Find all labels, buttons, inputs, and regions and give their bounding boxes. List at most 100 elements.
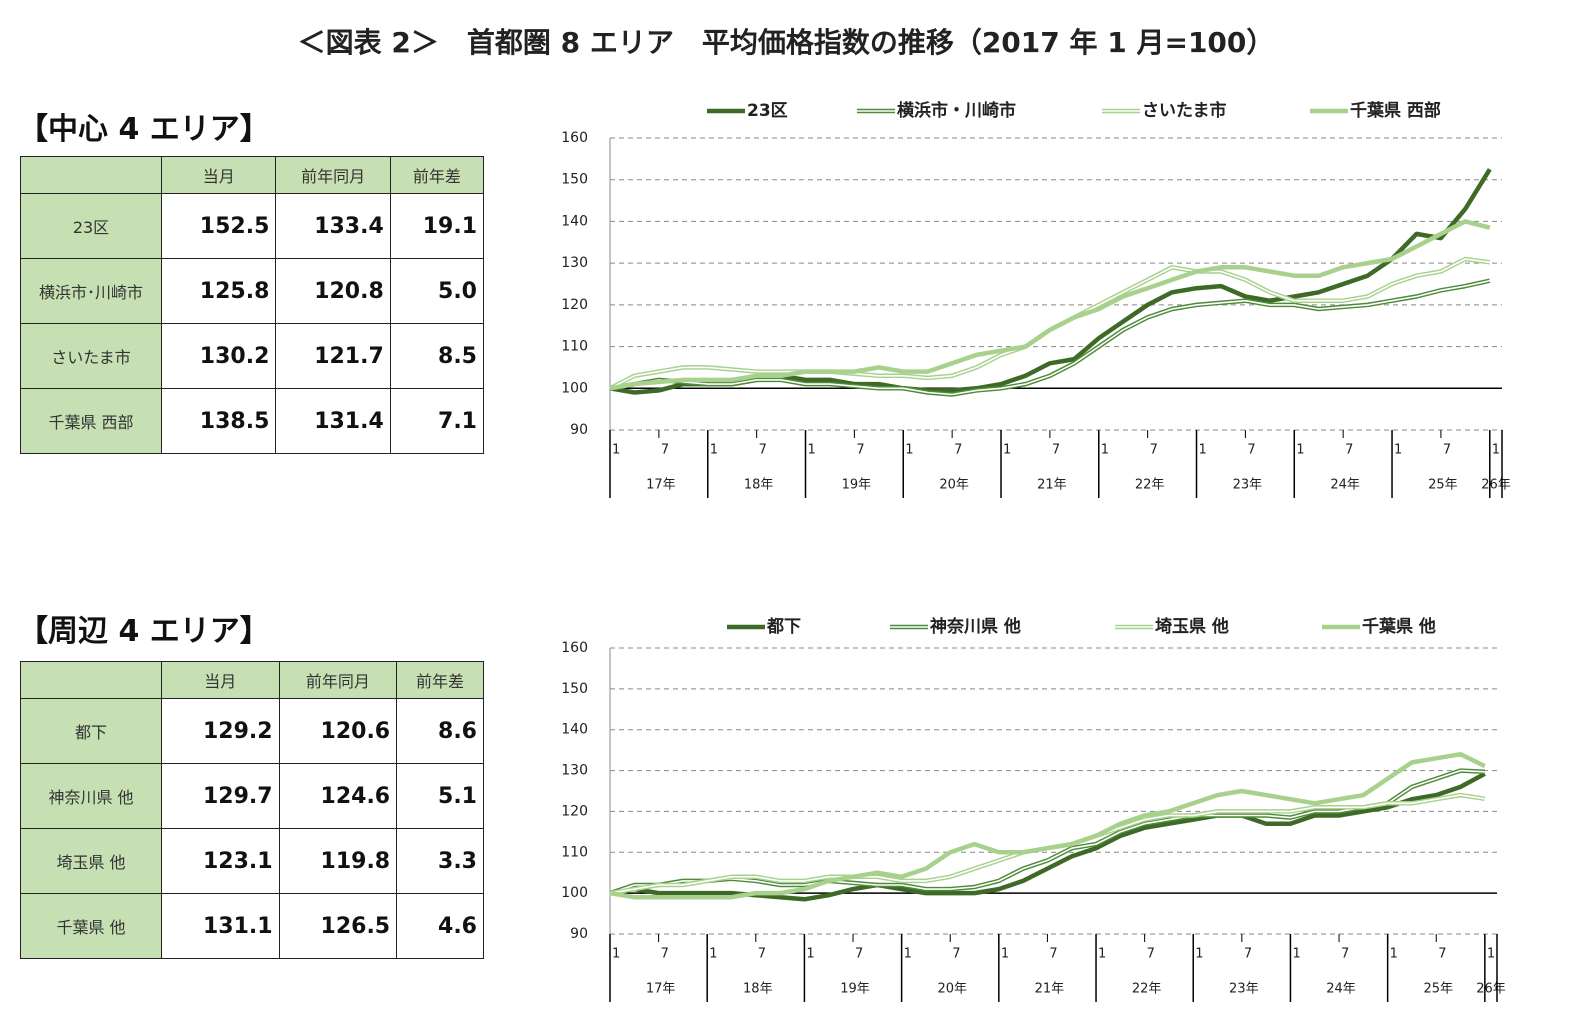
table-row: 神奈川県 他 129.7 124.6 5.1	[20, 763, 484, 829]
table-row: 横浜市･川崎市 125.8 120.8 5.0	[20, 258, 485, 324]
x-tick-label: 7	[856, 443, 864, 458]
value-cell: 8.6	[396, 698, 484, 764]
row-label: さいたま市	[20, 323, 162, 389]
y-tick-label: 110	[561, 339, 588, 355]
legend-label: 神奈川県 他	[930, 616, 1021, 637]
x-tick-label: 7	[759, 443, 767, 458]
y-tick-label: 100	[561, 380, 588, 396]
header-row: 当月 前年同月 前年差	[20, 156, 485, 194]
year-label: 26年	[1476, 982, 1506, 997]
row-label: 千葉県 他	[20, 893, 162, 959]
data-table: 当月 前年同月 前年差 都下 129.2 120.6 8.6 神奈川県 他 129.7 124.6…	[20, 661, 484, 959]
header-cell: 前年同月	[278, 661, 398, 699]
value-cell: 121.7	[275, 323, 391, 389]
legend-label: 千葉県 他	[1362, 616, 1436, 637]
value-cell: 7.1	[389, 388, 485, 454]
y-tick-label: 130	[561, 763, 588, 779]
year-label: 18年	[743, 982, 773, 997]
y-tick-label: 150	[561, 172, 588, 188]
x-tick-label: 1	[1487, 947, 1495, 962]
legend-label: 埼玉県 他	[1155, 616, 1229, 637]
x-tick-label: 7	[661, 443, 669, 458]
series-line-inner	[609, 769, 1485, 894]
x-tick-label: 1	[904, 947, 912, 962]
table-row: 千葉県 他 131.1 126.5 4.6	[20, 893, 484, 959]
y-tick-label: 110	[561, 844, 588, 860]
year-label: 22年	[1132, 982, 1162, 997]
value-cell: 131.1	[161, 893, 280, 959]
series-line	[609, 751, 1486, 900]
header-row: 当月 前年同月 前年差	[20, 661, 484, 699]
legend-label: 23区	[747, 101, 788, 121]
year-label: 19年	[840, 982, 870, 997]
x-tick-label: 1	[1390, 947, 1398, 962]
legend-label: さいたま市	[1142, 100, 1227, 121]
series-line	[609, 219, 1491, 391]
x-tick-label: 7	[1244, 947, 1252, 962]
x-tick-label: 7	[1049, 947, 1057, 962]
value-cell: 3.3	[396, 828, 484, 894]
y-tick-label: 150	[561, 681, 588, 697]
row-label: 都下	[20, 698, 162, 764]
y-tick-label: 140	[561, 722, 588, 738]
value-cell: 125.8	[160, 258, 277, 324]
x-tick-label: 1	[709, 947, 717, 962]
series-line-inner	[609, 279, 1490, 396]
x-tick-label: 1	[1003, 443, 1011, 458]
year-label: 21年	[1035, 982, 1065, 997]
y-tick-label: 90	[570, 926, 588, 942]
year-label: 24年	[1326, 982, 1356, 997]
x-tick-label: 1	[1492, 443, 1500, 458]
year-label: 25年	[1428, 478, 1458, 493]
row-label: 23区	[20, 193, 162, 259]
x-tick-label: 1	[612, 443, 620, 458]
series-line	[609, 168, 1492, 395]
y-tick-label: 120	[561, 297, 588, 313]
x-tick-label: 1	[710, 443, 718, 458]
value-cell: 129.2	[161, 698, 280, 764]
header-cell: 前年同月	[275, 156, 391, 194]
x-tick-label: 7	[1247, 443, 1255, 458]
y-tick-label: 160	[561, 130, 588, 146]
value-cell: 19.1	[389, 193, 485, 259]
y-tick-label: 160	[561, 640, 588, 656]
legend-label: 千葉県 西部	[1350, 100, 1441, 121]
year-label: 20年	[937, 982, 967, 997]
x-tick-label: 7	[1150, 443, 1158, 458]
value-cell: 123.1	[161, 828, 280, 894]
header-cell: 前年差	[389, 156, 485, 194]
year-label: 18年	[744, 478, 774, 493]
value-cell: 120.6	[278, 698, 398, 764]
table-row: 埼玉県 他 123.1 119.8 3.3	[20, 828, 484, 894]
page-title: ＜図表 2＞ 首都圏 8 エリア 平均価格指数の推移（2017 年 1 月=10…	[298, 26, 1275, 59]
year-label: 17年	[646, 478, 676, 493]
value-cell: 131.4	[275, 388, 391, 454]
value-cell: 126.5	[278, 893, 398, 959]
x-tick-label: 1	[1001, 947, 1009, 962]
value-cell: 4.6	[396, 893, 484, 959]
y-tick-label: 140	[561, 213, 588, 229]
year-label: 17年	[646, 982, 676, 997]
x-tick-label: 7	[758, 947, 766, 962]
x-tick-label: 1	[1292, 947, 1300, 962]
lines	[608, 168, 1492, 397]
x-tick-label: 1	[808, 443, 816, 458]
section-heading: 【周辺 4 エリア】	[18, 614, 270, 649]
x-tick-label: 7	[1147, 947, 1155, 962]
value-cell: 138.5	[160, 388, 277, 454]
year-label: 24年	[1330, 478, 1360, 493]
x-tick-label: 1	[1394, 443, 1402, 458]
y-tick-label: 90	[570, 422, 588, 438]
x-tick-label: 7	[952, 947, 960, 962]
year-label: 21年	[1037, 478, 1067, 493]
value-cell: 152.5	[160, 193, 277, 259]
x-tick-label: 1	[612, 947, 620, 962]
legend-label: 都下	[766, 616, 801, 637]
x-tick-label: 1	[1199, 443, 1207, 458]
value-cell: 129.7	[161, 763, 280, 829]
section-heading: 【中心 4 エリア】	[18, 112, 270, 147]
table-row: 都下 129.2 120.6 8.6	[20, 698, 484, 764]
x-tick-label: 7	[1438, 947, 1446, 962]
table-row: 23区 152.5 133.4 19.1	[20, 193, 485, 259]
year-label: 23年	[1229, 982, 1259, 997]
